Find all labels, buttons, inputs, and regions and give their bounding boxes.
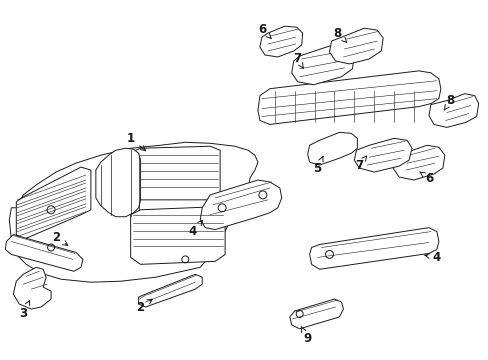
Text: 1: 1	[126, 132, 145, 151]
Polygon shape	[329, 28, 383, 64]
Polygon shape	[289, 299, 343, 329]
Text: 6: 6	[257, 23, 270, 39]
Text: 7: 7	[293, 53, 303, 68]
Polygon shape	[13, 267, 51, 309]
Polygon shape	[309, 228, 438, 269]
Text: 8: 8	[443, 94, 454, 110]
Polygon shape	[307, 132, 357, 165]
Polygon shape	[428, 94, 478, 127]
Polygon shape	[130, 207, 224, 264]
Polygon shape	[257, 71, 440, 125]
Text: 4: 4	[188, 221, 202, 238]
Polygon shape	[138, 274, 202, 307]
Polygon shape	[392, 145, 444, 180]
Text: 2: 2	[52, 231, 68, 245]
Polygon shape	[291, 46, 354, 85]
Polygon shape	[96, 148, 141, 217]
Polygon shape	[200, 180, 281, 230]
Text: 3: 3	[19, 301, 30, 320]
Polygon shape	[5, 235, 83, 271]
Polygon shape	[9, 142, 257, 282]
Polygon shape	[130, 146, 220, 200]
Text: 6: 6	[419, 171, 432, 185]
Text: 5: 5	[313, 156, 323, 175]
Polygon shape	[16, 167, 91, 239]
Text: 8: 8	[333, 27, 346, 42]
Polygon shape	[354, 138, 411, 172]
Polygon shape	[260, 26, 302, 57]
Text: 4: 4	[424, 251, 440, 264]
Text: 9: 9	[301, 327, 311, 345]
Text: 7: 7	[355, 156, 366, 172]
Text: 2: 2	[136, 299, 152, 314]
